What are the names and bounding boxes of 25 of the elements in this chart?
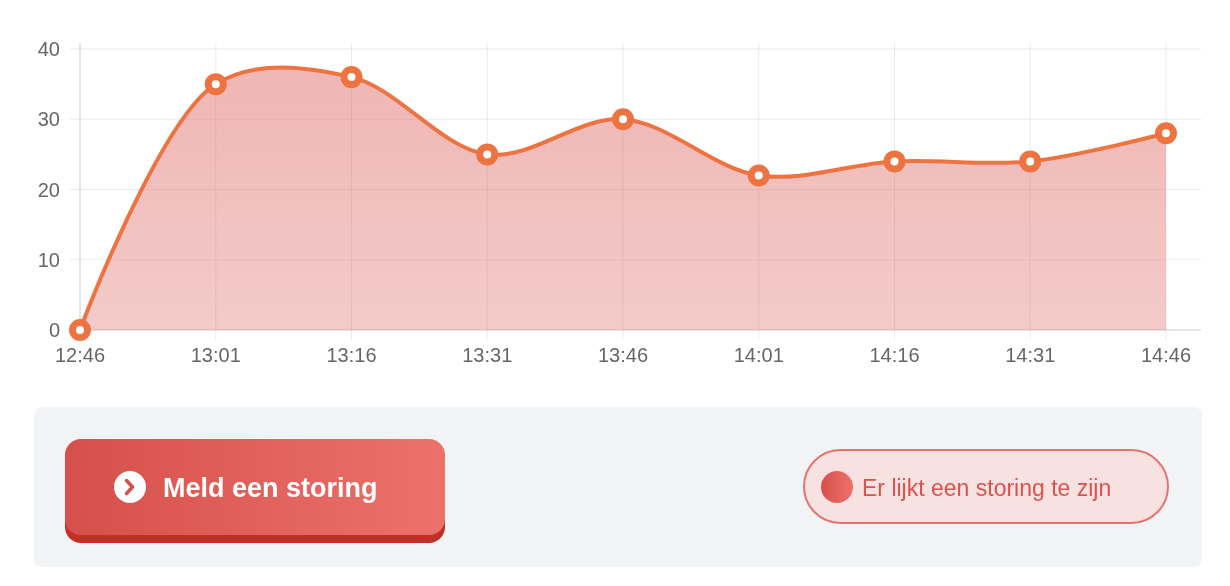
x-tick-label: 14:46 <box>1140 344 1192 366</box>
point <box>1019 150 1042 173</box>
point <box>204 73 227 96</box>
point <box>340 66 363 89</box>
point <box>476 143 499 166</box>
x-tick-label: 13:31 <box>462 344 513 366</box>
y-tick-label: 10 <box>37 248 60 271</box>
x-tick-label: 13:16 <box>326 344 377 366</box>
y-tick-label: 0 <box>48 319 60 341</box>
text: Er lijkt een storing te zijn <box>862 475 1112 501</box>
point <box>1155 122 1177 145</box>
point <box>747 164 770 187</box>
point <box>69 319 91 341</box>
point <box>883 150 906 173</box>
x-tick-label: 13:01 <box>190 344 241 366</box>
x-tick-label: 12:46 <box>54 344 106 366</box>
x-tick-label: 13:46 <box>597 344 649 366</box>
y-tick-label: 40 <box>37 38 60 60</box>
x-tick-label: 14:16 <box>869 344 920 366</box>
y-tick-label: 20 <box>37 178 60 201</box>
x-tick-label: 14:31 <box>1005 344 1056 366</box>
y-tick-label: 30 <box>37 108 60 131</box>
point <box>612 108 634 131</box>
x-tick-label: 14:01 <box>733 344 784 366</box>
text: Meld een storing <box>163 473 378 503</box>
